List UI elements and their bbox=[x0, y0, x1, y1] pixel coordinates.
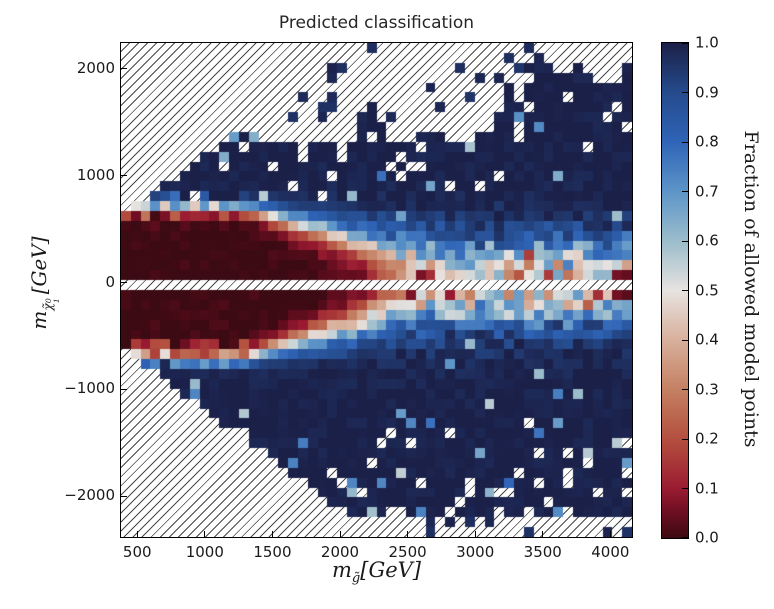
x-label-unit: [GeV] bbox=[360, 558, 422, 582]
y-tick-label: 2000 bbox=[76, 58, 115, 77]
colorbar-tick-label: 0.4 bbox=[695, 330, 719, 349]
y-tick-label: −1000 bbox=[64, 379, 115, 398]
colorbar-label: Fraction of allowed model points bbox=[740, 130, 762, 448]
y-label-unit: [GeV] bbox=[27, 236, 52, 295]
colorbar-tick-label: 0.5 bbox=[695, 281, 719, 300]
colorbar-tick-label: 0.1 bbox=[695, 479, 719, 498]
y-axis-label: mχ̃ 0 1 [GeV] bbox=[27, 236, 61, 329]
y-label-subsubscript: 1 bbox=[51, 298, 61, 304]
y-tick-label: 0 bbox=[105, 272, 115, 291]
y-label-subscript: χ̃ bbox=[39, 303, 55, 311]
colorbar-tick-label: 0.0 bbox=[695, 528, 719, 547]
colorbar-tick-label: 0.3 bbox=[695, 380, 719, 399]
x-label-symbol: m bbox=[331, 558, 352, 582]
colorbar-tick-label: 0.6 bbox=[695, 231, 719, 250]
colorbar-tick-label: 0.2 bbox=[695, 429, 719, 448]
x-label-subscript: g̃ bbox=[351, 571, 361, 587]
y-tick-label: 1000 bbox=[76, 165, 115, 184]
colorbar bbox=[661, 42, 689, 539]
y-label-symbol: m bbox=[27, 310, 52, 330]
chart-title: Predicted classification bbox=[278, 13, 475, 33]
y-tick-label: −2000 bbox=[64, 486, 115, 505]
x-axis-label: mg̃[GeV] bbox=[121, 558, 632, 586]
heatmap-canvas bbox=[121, 43, 632, 537]
colorbar-tick-label: 0.7 bbox=[695, 182, 719, 201]
colorbar-tick-label: 1.0 bbox=[695, 33, 719, 52]
colorbar-tick-label: 0.8 bbox=[695, 132, 719, 151]
plot-area bbox=[120, 42, 633, 538]
colorbar-tick-label: 0.9 bbox=[695, 83, 719, 102]
